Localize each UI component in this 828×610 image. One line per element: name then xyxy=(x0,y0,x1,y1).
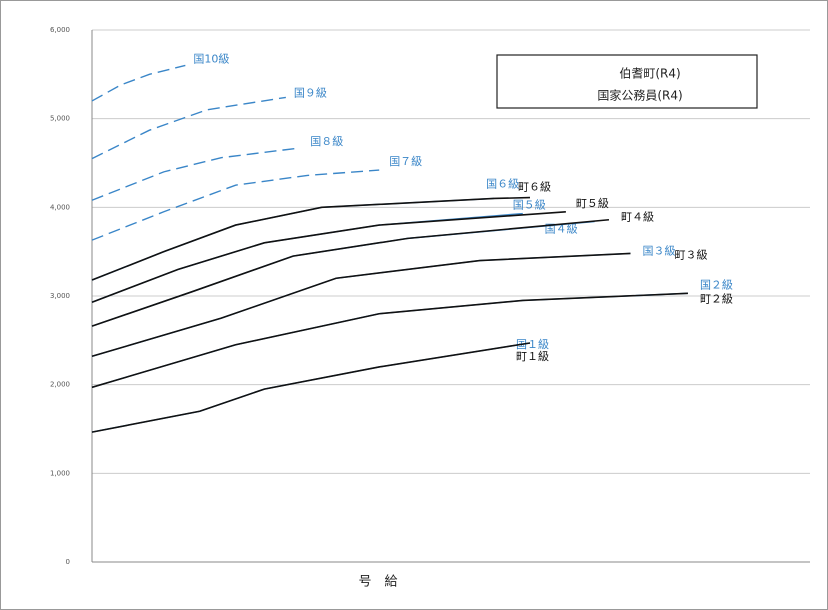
series-label: 国10級 xyxy=(193,52,229,65)
series-label: 国４級 xyxy=(545,223,578,236)
series-label: 町１級 xyxy=(516,350,549,363)
y-tick-label: 6,000 xyxy=(50,26,70,34)
series-line xyxy=(91,342,531,433)
series-line xyxy=(91,196,530,281)
series-label: 町５級 xyxy=(576,197,609,210)
series-line xyxy=(91,210,566,303)
series-line xyxy=(91,218,610,327)
legend-line: 伯耆町(R4) xyxy=(619,66,680,81)
x-axis-label: 号 給 xyxy=(358,575,397,590)
series-label: 国３級 xyxy=(643,244,676,257)
y-tick-label: 4,000 xyxy=(50,203,70,211)
series-label: 国５級 xyxy=(513,199,546,212)
series-label: 町４級 xyxy=(621,211,654,224)
series-label: 国６級 xyxy=(486,177,519,190)
y-tick-label: 2,000 xyxy=(50,381,70,389)
y-tick-label: 5,000 xyxy=(50,115,70,123)
series-label: 国１級 xyxy=(516,338,549,351)
y-tick-label: 0 xyxy=(66,558,70,566)
series-label: 町３級 xyxy=(675,248,708,261)
series-line xyxy=(91,252,631,358)
legend-box xyxy=(496,54,758,109)
series-label: 町２級 xyxy=(700,292,733,305)
legend-line: 国家公務員(R4) xyxy=(597,88,682,103)
series-line xyxy=(91,169,380,241)
series-label: 国９級 xyxy=(294,86,327,99)
y-tick-label: 3,000 xyxy=(50,292,70,300)
series-line xyxy=(91,147,301,201)
series-label: 国２級 xyxy=(700,278,733,291)
series-line xyxy=(91,64,186,102)
series-label: 国８級 xyxy=(310,135,343,148)
series-line xyxy=(91,96,286,160)
series-label: 国７級 xyxy=(389,155,422,168)
y-tick-label: 1,000 xyxy=(50,469,70,477)
series-label: 町６級 xyxy=(518,181,551,194)
series-line xyxy=(91,292,688,389)
